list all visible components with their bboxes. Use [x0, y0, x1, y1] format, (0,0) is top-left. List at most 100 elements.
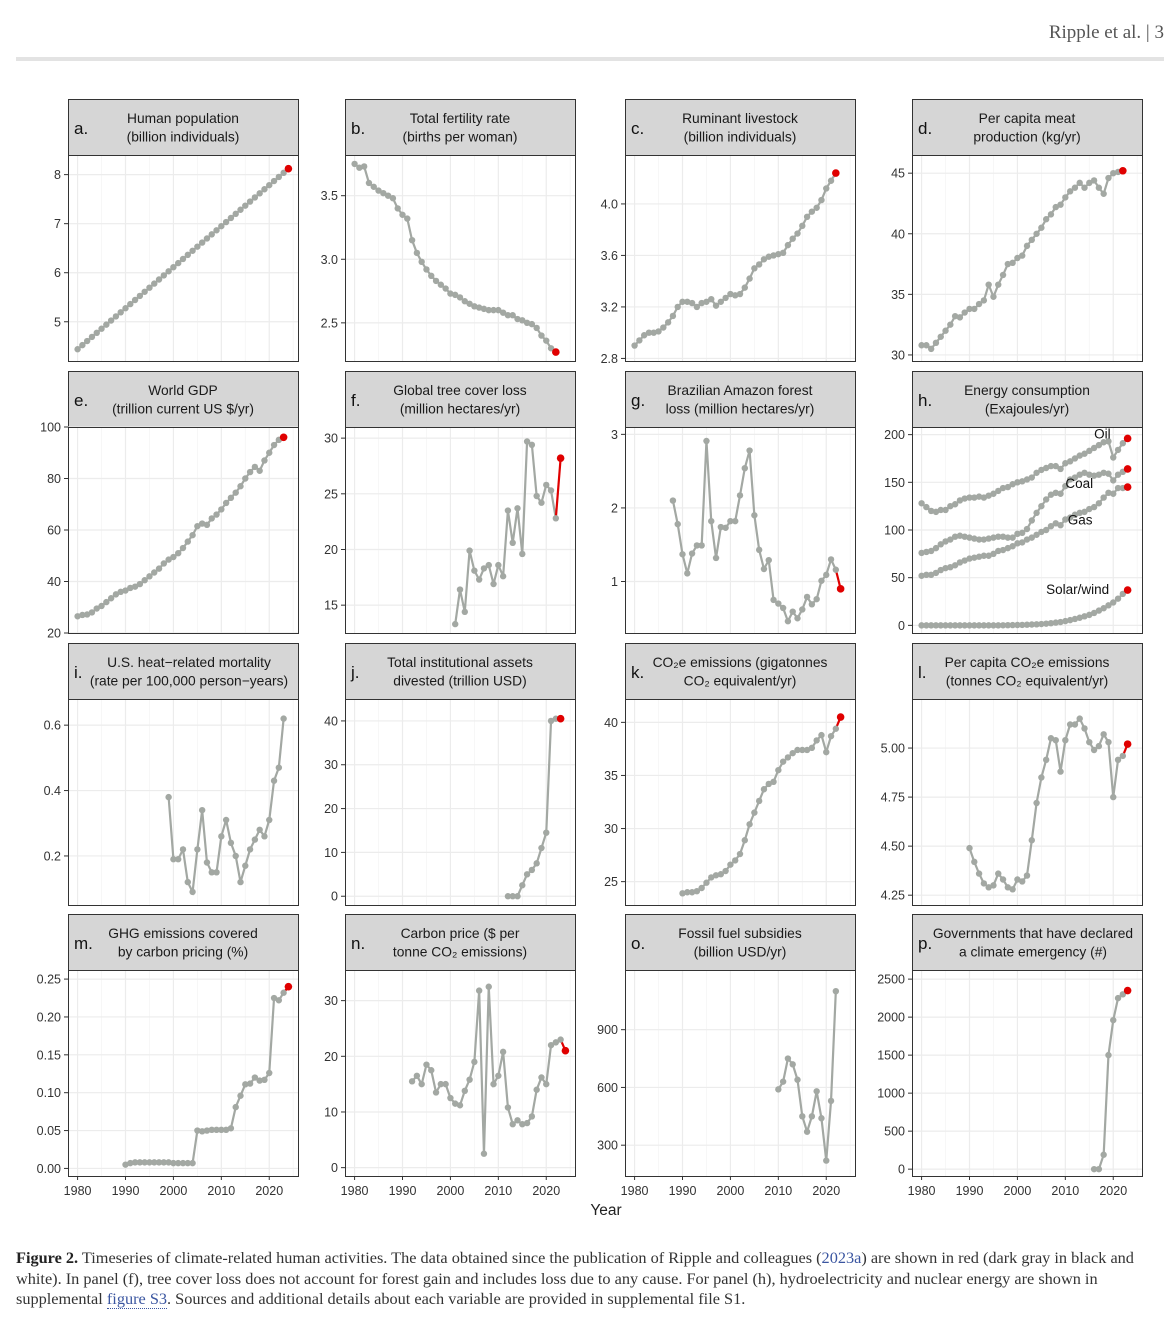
data-point	[923, 571, 930, 579]
panel-title-line: CO₂e emissions (gigatonnes	[653, 655, 828, 670]
plot-background	[345, 970, 576, 1177]
data-point	[1004, 534, 1012, 541]
data-point	[1028, 621, 1035, 628]
data-point	[208, 1126, 215, 1134]
panel-title-line: Total fertility rate	[410, 111, 511, 126]
data-point	[533, 492, 540, 500]
page-header: Ripple et al. | 3	[0, 0, 1164, 62]
figure-s3-link[interactable]: figure S3	[106, 1289, 168, 1309]
data-point	[813, 737, 820, 744]
data-point	[1038, 502, 1045, 510]
data-point	[927, 571, 935, 579]
data-point	[523, 871, 531, 878]
data-point	[784, 1055, 792, 1062]
panel-c: c. Ruminant livestock (billion individuals…	[601, 99, 856, 366]
data-point	[818, 731, 825, 739]
data-point	[918, 572, 925, 579]
data-point	[966, 534, 973, 541]
data-point	[146, 284, 153, 291]
data-point	[519, 882, 526, 889]
data-point	[112, 313, 120, 320]
panel-letter: d.	[918, 119, 932, 138]
y-tick-label: 1	[611, 575, 618, 589]
data-point	[127, 584, 134, 592]
data-point	[1042, 620, 1050, 627]
panel-strip	[625, 914, 856, 971]
data-point	[732, 517, 739, 525]
data-point	[528, 441, 536, 449]
panel-title-line: Energy consumption	[964, 383, 1090, 398]
x-tick-label: 2000	[1004, 1184, 1032, 1198]
panel-strip	[68, 371, 299, 428]
y-tick-label: 20	[47, 627, 61, 641]
panel-title-line: (billion individuals)	[684, 130, 797, 145]
x-axis-title: Year	[590, 1202, 621, 1219]
data-point	[442, 285, 449, 292]
data-point	[808, 1113, 816, 1120]
data-point	[942, 622, 949, 629]
data-point	[408, 1078, 416, 1085]
series-line	[454, 439, 557, 625]
y-tick-label: 3.2	[601, 300, 618, 314]
data-point	[175, 549, 182, 557]
data-point	[746, 275, 753, 282]
data-point	[203, 859, 211, 866]
panel-title-line: World GDP	[148, 383, 218, 398]
data-point	[141, 1159, 148, 1166]
new-data-point	[1123, 586, 1132, 594]
data-point	[466, 547, 473, 554]
data-point	[98, 325, 105, 332]
data-point	[557, 1036, 564, 1043]
data-point	[499, 573, 507, 580]
data-point	[1028, 517, 1035, 524]
y-tick-label: 2000	[877, 1011, 905, 1025]
data-point	[942, 564, 949, 572]
data-point	[712, 302, 720, 309]
data-point	[1081, 450, 1088, 457]
data-point	[213, 1126, 220, 1134]
data-point	[1033, 799, 1040, 807]
data-point	[1100, 469, 1107, 476]
data-point	[275, 173, 283, 181]
data-point	[985, 552, 992, 559]
new-data-point	[561, 1046, 570, 1055]
data-point	[966, 622, 973, 629]
data-point	[693, 542, 701, 549]
data-point	[155, 1159, 163, 1166]
data-point	[823, 1157, 830, 1164]
y-tick-label: 30	[324, 994, 338, 1008]
y-tick-label: 100	[40, 421, 61, 435]
data-point	[1009, 259, 1016, 267]
data-point	[232, 852, 239, 860]
data-point	[1052, 489, 1059, 497]
data-point	[246, 1080, 254, 1087]
data-point	[418, 1080, 425, 1088]
y-tick-label: 0.25	[37, 973, 61, 987]
panel-title-line: Per capita CO₂e emissions	[945, 655, 1110, 670]
data-point	[1066, 616, 1074, 624]
citation-link[interactable]: 2023a	[821, 1248, 862, 1267]
data-point	[523, 438, 531, 445]
data-point	[218, 1126, 225, 1134]
x-tick-label: 2000	[437, 1184, 465, 1198]
data-point	[175, 856, 182, 863]
data-point	[475, 987, 483, 994]
data-point	[1110, 454, 1117, 461]
data-point	[1090, 472, 1098, 479]
data-point	[985, 535, 992, 542]
data-point	[485, 561, 492, 569]
data-point	[351, 160, 358, 168]
data-point	[942, 506, 949, 514]
data-point	[1047, 462, 1055, 470]
data-point	[1019, 539, 1026, 546]
data-point	[760, 786, 768, 793]
panel-strip	[345, 643, 576, 700]
y-tick-label: 3.0	[321, 253, 338, 267]
data-point	[1047, 522, 1055, 530]
data-point	[141, 577, 148, 584]
plot-background	[345, 427, 576, 634]
data-point	[1095, 1165, 1103, 1173]
data-point	[83, 337, 91, 345]
data-point	[956, 497, 964, 504]
data-point	[1019, 621, 1026, 629]
